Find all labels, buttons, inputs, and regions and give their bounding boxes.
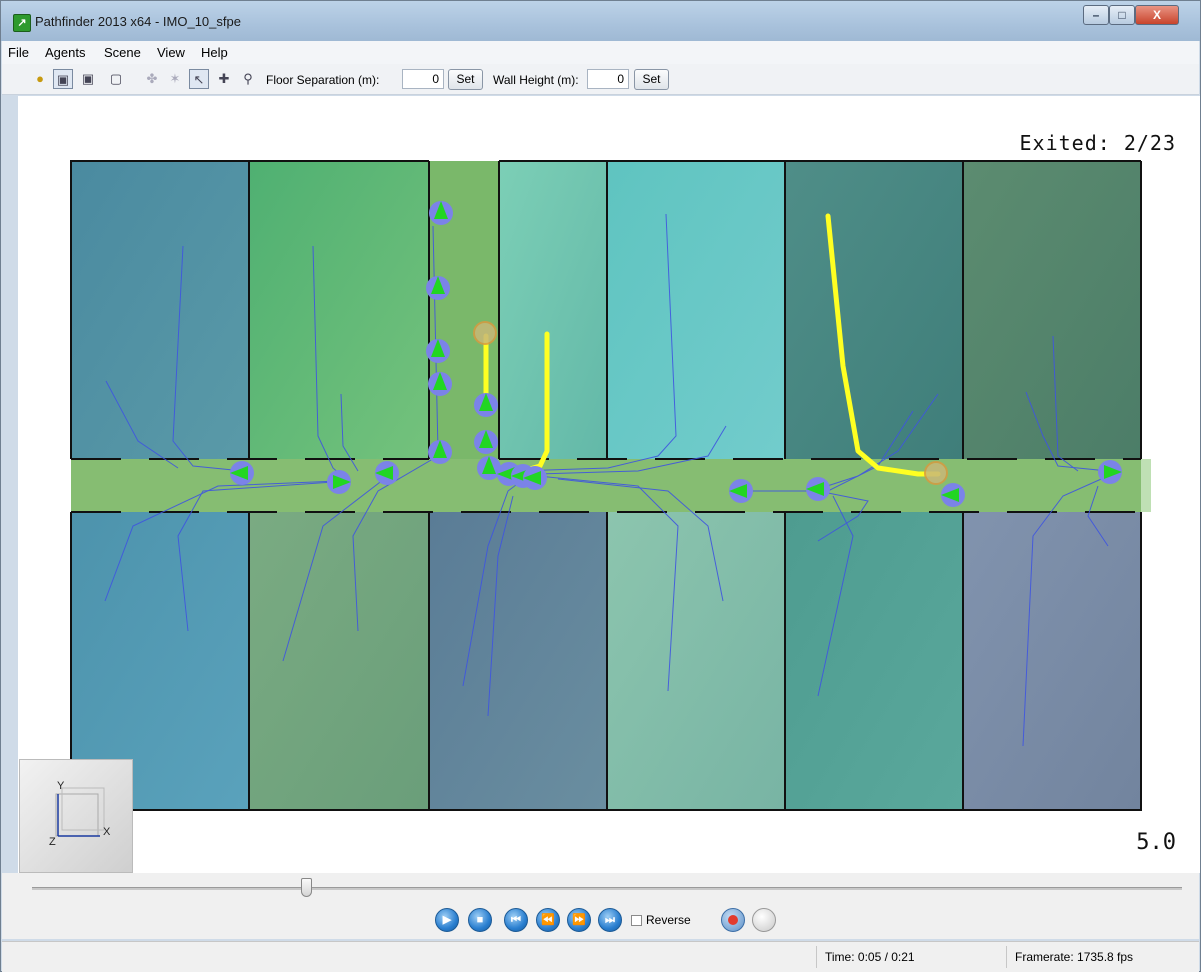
select-agent-icon[interactable]: ● [36,71,44,86]
pan-icon[interactable]: ✚ [218,71,230,86]
agents [230,201,1122,507]
agent[interactable] [729,479,753,503]
floor-separation-input[interactable] [402,69,444,89]
agent[interactable] [477,456,501,480]
reverse-checkbox[interactable] [631,915,642,926]
floor-separation-set-button[interactable]: Set [448,69,483,90]
view-3d-icon[interactable]: ▣ [53,69,73,89]
walls [70,160,1142,811]
running-man-icon: ↗ [13,14,31,32]
room-u6[interactable] [963,161,1141,459]
menu-help[interactable]: Help [201,45,228,60]
menu-agents[interactable]: Agents [45,45,86,60]
agent[interactable] [428,372,452,396]
agent[interactable] [429,201,453,225]
axis-z-label: Z [49,836,56,848]
view-floor-icon[interactable]: ▢ [109,71,123,86]
agent-trails [104,213,1109,747]
playback-panel: ▶ ■ ⏮ ⏪ ⏩ ⏭ Reverse [2,873,1199,939]
menu-bar: File Agents Scene View Help [2,41,1199,64]
toolbar: ● ▣ ▣ ▢ ✤ ✶ ↖ ✚ ⚲ Floor Separation (m): … [2,64,1199,95]
floor-separation-label: Floor Separation (m): [266,73,380,87]
agent[interactable] [375,461,399,485]
menu-scene[interactable]: Scene [104,45,141,60]
stop-icon[interactable]: ■ [468,908,492,932]
axis-y-label: Y [57,780,65,792]
scale-readout: 5.0 [1136,830,1176,855]
orbit-icon[interactable]: ✤ [146,71,158,86]
room-l5[interactable] [785,512,963,810]
stop-record-button[interactable] [752,908,776,932]
agent[interactable] [230,461,254,485]
menu-file[interactable]: File [8,45,29,60]
status-bar: Time: 0:05 / 0:21 Framerate: 1735.8 fps [2,941,1199,972]
corridor-exit[interactable] [1141,459,1151,512]
wall-height-set-button[interactable]: Set [634,69,669,90]
step-back-icon[interactable]: ⏪ [536,908,560,932]
agent[interactable] [327,470,351,494]
menu-view[interactable]: View [157,45,185,60]
walk-icon[interactable]: ✶ [169,71,181,86]
title-bar: ↗ Pathfinder 2013 x64 - IMO_10_sfpe – □ … [1,1,1200,41]
reverse-label[interactable]: Reverse [646,913,691,927]
play-icon[interactable]: ▶ [435,908,459,932]
step-forward-icon[interactable]: ⏩ [567,908,591,932]
agent[interactable] [523,466,547,490]
agent[interactable] [1098,460,1122,484]
timeline-thumb[interactable] [301,878,312,897]
wall-height-label: Wall Height (m): [493,73,579,87]
scene-canvas[interactable] [18,96,1200,873]
room-l3[interactable] [429,512,607,810]
agent[interactable] [426,276,450,300]
room-l4[interactable] [607,512,785,810]
exited-counter: Exited: 2/23 [1019,131,1176,155]
framerate-readout: Framerate: 1735.8 fps [1006,946,1186,968]
agent[interactable] [426,339,450,363]
window-title: Pathfinder 2013 x64 - IMO_10_sfpe [35,14,241,29]
room-u3[interactable] [499,161,607,459]
axis-x-label: X [103,826,111,838]
timeline-track[interactable] [32,887,1182,890]
skip-start-icon[interactable]: ⏮ [504,908,528,932]
room-u5[interactable] [785,161,963,459]
agent[interactable] [941,483,965,507]
view-2d-icon[interactable]: ▣ [81,71,95,86]
minimize-button[interactable]: – [1083,5,1109,25]
close-button[interactable]: X [1135,5,1179,25]
agent-selected[interactable] [924,461,948,485]
agent[interactable] [474,430,498,454]
record-button[interactable] [721,908,745,932]
room-u4[interactable] [607,161,785,459]
pointer-icon[interactable]: ↖ [189,69,209,89]
upper-rooms [71,161,1141,459]
exited-label: Exited: [1019,131,1111,155]
agent[interactable] [474,393,498,417]
time-readout: Time: 0:05 / 0:21 [816,946,936,968]
3d-viewport[interactable]: Exited: 2/23 5.0 Y X Z [18,96,1200,873]
agent[interactable] [428,440,452,464]
room-u1[interactable] [71,161,249,459]
agent-selected[interactable] [473,321,497,345]
room-l6[interactable] [963,512,1141,810]
maximize-button[interactable]: □ [1109,5,1135,25]
room-l2[interactable] [249,512,429,810]
zoom-icon[interactable]: ⚲ [243,71,253,86]
exited-value: 2/23 [1123,131,1176,155]
axis-gizmo: Y X Z [19,759,133,873]
record-icon [728,915,738,925]
room-u2[interactable] [249,161,429,459]
lower-rooms [71,512,1141,810]
agent[interactable] [806,477,830,501]
wall-height-input[interactable] [587,69,629,89]
skip-end-icon[interactable]: ⏭ [598,908,622,932]
